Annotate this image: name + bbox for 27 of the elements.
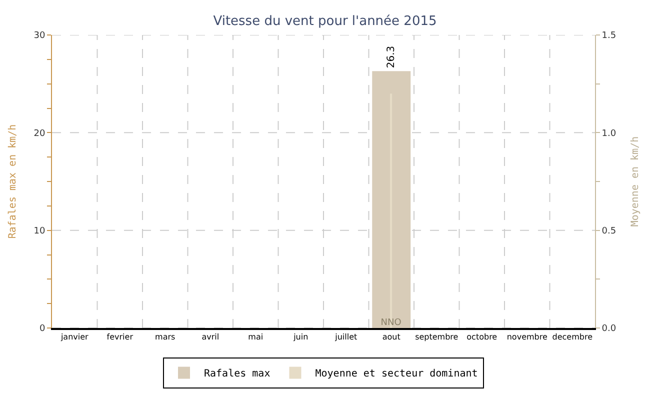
y2-tick-label: 0.0 xyxy=(602,324,616,334)
x-tick-label: aout xyxy=(382,332,400,342)
x-tick-label: juillet xyxy=(334,332,358,342)
x-tick-label: mai xyxy=(248,332,264,342)
y-tick-label: 30 xyxy=(34,31,46,42)
legend-label: Rafales max xyxy=(204,368,270,380)
chart-title: Vitesse du vent pour l'année 2015 xyxy=(213,14,437,30)
x-tick-label: juin xyxy=(292,332,308,342)
x-tick-label: fevrier xyxy=(106,332,134,342)
y-axis-title: Rafales max en km/h xyxy=(8,124,19,239)
y2-tick-label: 1.0 xyxy=(602,128,616,139)
x-tick-label: novembre xyxy=(506,332,548,342)
x-tick-label: octobre xyxy=(466,332,498,342)
x-tick-label: janvier xyxy=(60,332,90,342)
x-tick-label: mars xyxy=(155,332,176,342)
x-tick-label: decembre xyxy=(552,332,593,342)
x-tick-label: septembre xyxy=(415,332,458,342)
y-tick-label: 0 xyxy=(39,324,46,334)
y2-tick-label: 1.5 xyxy=(602,31,616,42)
data-label: NNO xyxy=(380,318,402,328)
y2-tick-label: 0.5 xyxy=(602,226,616,236)
y2-axis-title: Moyenne en km/h xyxy=(630,136,641,227)
y-tick-label: 20 xyxy=(34,128,46,139)
x-tick-label: avril xyxy=(202,332,220,342)
y-tick-label: 10 xyxy=(34,226,46,236)
data-label: 26.3 xyxy=(386,46,397,68)
legend-label: Moyenne et secteur dominant xyxy=(315,368,478,380)
